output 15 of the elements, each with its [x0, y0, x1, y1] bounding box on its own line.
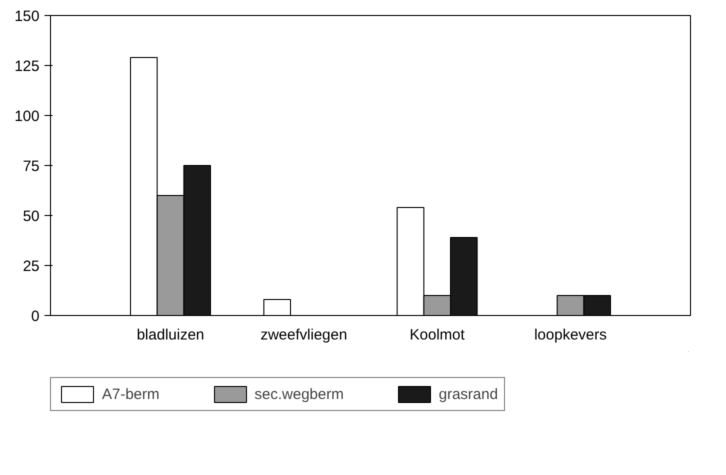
x-tick-label: Koolmot: [410, 326, 466, 344]
x-tick-label: zweefvliegen: [260, 326, 348, 344]
y-tick-label: 0: [31, 308, 40, 325]
y-tick-label: 25: [22, 258, 40, 275]
legend-label: A7-berm: [102, 386, 160, 402]
x-tick-label: bladluizen: [136, 326, 204, 344]
legend-label: grasrand: [438, 386, 498, 402]
legend-label: sec.wegberm: [254, 386, 344, 402]
x-tick-label: loopkevers: [534, 326, 607, 344]
y-tick-label: 100: [14, 108, 40, 125]
y-tick-label: 50: [22, 208, 40, 225]
bar: [263, 299, 291, 316]
y-tick-label: 125: [14, 58, 40, 75]
y-tick-label: 150: [14, 8, 40, 25]
y-tick-label: 75: [22, 158, 40, 175]
